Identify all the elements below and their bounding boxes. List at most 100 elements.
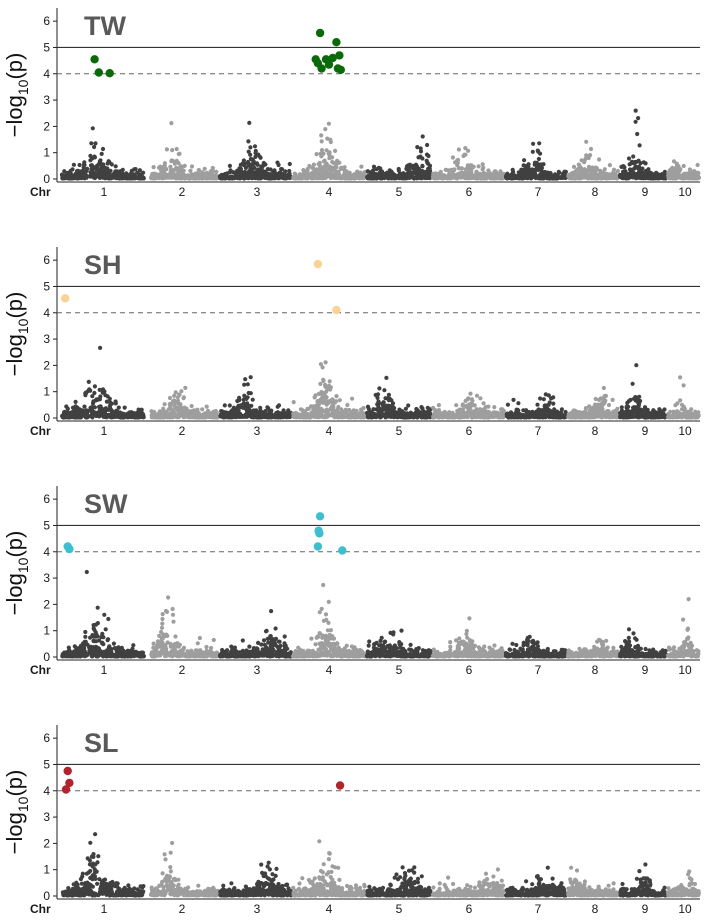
snp-point (247, 120, 252, 125)
snp-point (555, 409, 560, 414)
snp-point (386, 392, 391, 397)
snp-point (110, 410, 115, 415)
snp-point (379, 413, 384, 418)
snp-point (164, 409, 169, 414)
snp-point (283, 175, 288, 180)
snp-point (428, 168, 433, 174)
y-tick-label: 3 (43, 93, 50, 107)
snp-point (89, 141, 94, 146)
snp-point (523, 169, 528, 174)
snp-point (610, 397, 615, 402)
snp-point (620, 176, 626, 181)
snp-point (104, 399, 109, 404)
snp-point (596, 176, 601, 181)
y-tick-label: 0 (43, 411, 50, 425)
snp-point (189, 403, 194, 409)
snp-point (671, 159, 677, 164)
snp-point (522, 158, 527, 163)
snp-point (122, 405, 127, 410)
snp-point (389, 413, 394, 418)
snp-point (164, 147, 169, 152)
snp-point (418, 146, 423, 151)
snp-point (164, 175, 169, 180)
snp-point (129, 168, 134, 173)
snp-point (494, 413, 499, 418)
snp-point (407, 162, 412, 167)
snp-point (403, 176, 408, 181)
snp-point (150, 414, 155, 419)
snp-point (337, 398, 342, 403)
snp-point (243, 377, 248, 382)
snp-point (250, 157, 255, 162)
snp-point (324, 401, 329, 406)
snp-point (377, 386, 382, 391)
snp-point (621, 169, 626, 174)
snp-point (188, 168, 193, 173)
snp-point (545, 406, 550, 411)
snp-point (486, 168, 491, 173)
snp-point (579, 176, 584, 181)
snp-point (354, 174, 359, 179)
y-tick-label: 1 (43, 385, 50, 399)
snp-point (335, 158, 340, 163)
snp-point (525, 175, 530, 181)
snp-point (538, 151, 543, 156)
snp-point (368, 409, 374, 414)
snp-point (294, 175, 299, 180)
snp-point (371, 164, 377, 169)
snp-point (74, 415, 79, 420)
snp-point (248, 145, 253, 150)
snp-point (169, 121, 174, 126)
snp-point (316, 162, 321, 167)
snp-point (86, 379, 91, 384)
snp-point (607, 175, 612, 180)
snp-point (200, 176, 206, 181)
snp-point (161, 406, 166, 411)
snp-point (101, 171, 106, 176)
snp-point (242, 393, 247, 398)
snp-point (481, 175, 486, 180)
snp-point (541, 397, 546, 402)
snp-point (194, 174, 199, 180)
snp-point (165, 413, 170, 418)
snp-point (323, 360, 328, 365)
chromosome-label: 7 (535, 185, 542, 199)
snp-point (584, 139, 589, 144)
snp-point (174, 165, 179, 170)
snp-point (315, 399, 320, 404)
snp-point (478, 396, 483, 401)
snp-point (248, 391, 253, 396)
snp-point (162, 402, 167, 407)
chromosome-label: 1 (101, 424, 108, 438)
snp-point (236, 414, 242, 419)
snp-point (251, 415, 256, 420)
snp-point (345, 402, 350, 408)
snp-point (474, 170, 479, 175)
snp-point (327, 153, 332, 158)
snp-point (214, 169, 219, 174)
snp-point (248, 166, 253, 171)
snp-point (73, 175, 78, 180)
snp-point (330, 404, 335, 409)
snp-point (468, 391, 473, 396)
snp-point (68, 168, 73, 174)
snp-point (467, 402, 472, 407)
snp-point (356, 412, 362, 417)
snp-point (99, 151, 104, 156)
snp-point (262, 169, 267, 174)
snp-point (162, 161, 167, 166)
snp-point (344, 414, 350, 419)
snp-point (463, 152, 468, 157)
chromosome-label: 7 (535, 424, 542, 438)
snp-point (460, 403, 465, 408)
snp-point (540, 176, 545, 181)
snp-point (619, 164, 624, 169)
snp-point (316, 402, 321, 407)
snp-point (436, 408, 441, 413)
snp-point (396, 166, 401, 172)
snp-point (136, 413, 141, 418)
snp-point (385, 171, 391, 176)
snp-point (628, 174, 633, 180)
snp-point (646, 167, 651, 172)
snp-point (397, 175, 402, 180)
